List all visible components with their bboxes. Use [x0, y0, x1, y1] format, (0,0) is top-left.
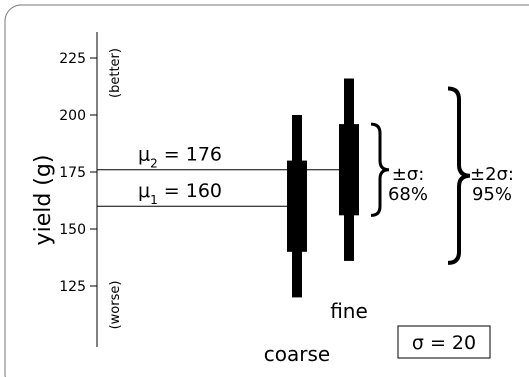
- axis-note-worse: (worse): [108, 281, 123, 330]
- series-label-coarse: coarse: [264, 342, 330, 366]
- mean-label: μ1 = 160: [138, 180, 222, 207]
- one-sigma-brace: [370, 122, 390, 217]
- y-tick-label: 200: [59, 108, 86, 124]
- sigma-box-label: σ = 20: [412, 332, 476, 354]
- y-ticks: 125 150 175 200 225: [59, 51, 97, 295]
- axis-note-better: (better): [108, 48, 123, 98]
- bracket-label-line1: ±2σ:: [470, 164, 514, 185]
- sigma-brackets: ±σ:68% ±2σ:95%: [370, 86, 514, 265]
- y-tick-label: 175: [59, 165, 86, 181]
- sigma-box: [397, 325, 491, 359]
- y-axis-label: yield (g): [31, 155, 56, 246]
- bracket-label-line1: ±σ:: [392, 164, 425, 185]
- fine-one-sigma-box: [339, 124, 359, 216]
- bracket-label-line2: 95%: [472, 184, 512, 205]
- coarse-one-sigma-box: [287, 160, 307, 252]
- y-tick-label: 150: [59, 222, 86, 238]
- y-tick-label: 225: [59, 51, 86, 67]
- mean-lines: μ2 = 176 μ1 = 160: [97, 144, 349, 207]
- bracket-label-line2: 68%: [388, 184, 428, 205]
- y-tick-label: 125: [59, 279, 86, 295]
- chart-frame: [4, 4, 529, 377]
- mean-label: μ2 = 176: [138, 144, 222, 171]
- series-label-fine: fine: [330, 299, 368, 323]
- two-sigma-brace: [447, 86, 471, 265]
